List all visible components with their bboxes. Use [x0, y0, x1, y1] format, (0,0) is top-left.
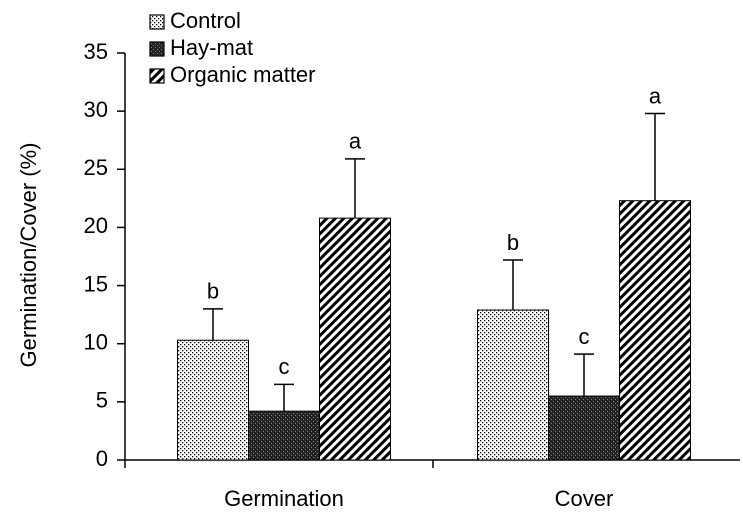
y-tick-label: 30	[84, 97, 108, 122]
legend-label: Hay-mat	[170, 35, 253, 60]
bar	[248, 410, 320, 461]
y-tick-label: 0	[96, 446, 108, 471]
y-tick-label: 10	[84, 330, 108, 355]
significance-letter: c	[579, 324, 590, 349]
y-tick-label: 25	[84, 155, 108, 180]
significance-letter: c	[279, 354, 290, 379]
legend-swatch	[149, 14, 165, 30]
significance-letter: b	[507, 230, 519, 255]
x-tick-label: Cover	[555, 486, 614, 511]
bar	[548, 395, 620, 461]
x-tick-label: Germination	[224, 486, 344, 511]
y-tick-label: 15	[84, 271, 108, 296]
bar	[477, 309, 549, 461]
y-tick-label: 35	[84, 39, 108, 64]
bar	[177, 339, 249, 461]
legend-swatch	[149, 41, 165, 57]
legend-label: Organic matter	[170, 62, 316, 87]
bar	[619, 200, 691, 461]
bar	[319, 217, 391, 461]
y-tick-label: 20	[84, 213, 108, 238]
y-axis-label: Germination/Cover (%)	[16, 143, 41, 368]
significance-letter: a	[349, 129, 362, 154]
legend-swatch	[149, 68, 165, 84]
significance-letter: a	[649, 83, 662, 108]
significance-letter: b	[207, 279, 219, 304]
y-tick-label: 5	[96, 388, 108, 413]
legend-label: Control	[170, 8, 241, 33]
